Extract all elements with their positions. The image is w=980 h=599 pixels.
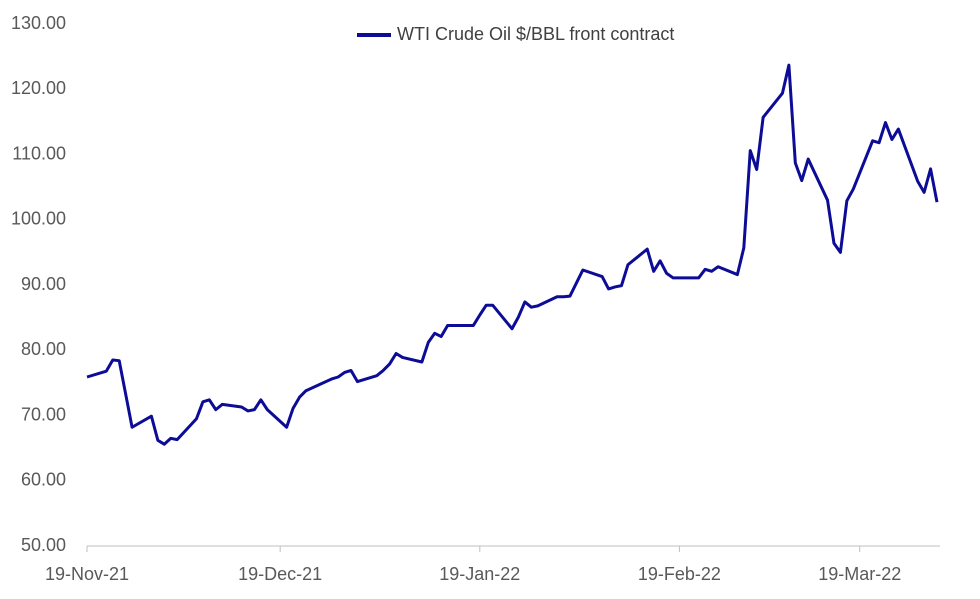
x-tick-label: 19-Nov-21 <box>45 564 129 584</box>
x-tick-label: 19-Mar-22 <box>818 564 901 584</box>
x-tick-label: 19-Feb-22 <box>638 564 721 584</box>
y-tick-label: 100.00 <box>11 209 66 229</box>
y-tick-label: 60.00 <box>21 470 66 490</box>
y-tick-label: 50.00 <box>21 535 66 555</box>
x-tick-label: 19-Dec-21 <box>238 564 322 584</box>
y-tick-label: 130.00 <box>11 13 66 33</box>
x-tick-label: 19-Jan-22 <box>439 564 520 584</box>
legend-label: WTI Crude Oil $/BBL front contract <box>397 24 674 44</box>
data-line <box>86 63 939 446</box>
y-tick-label: 90.00 <box>21 274 66 294</box>
y-tick-label: 110.00 <box>12 143 66 163</box>
y-tick-label: 120.00 <box>11 78 66 98</box>
y-tick-label: 70.00 <box>21 404 66 424</box>
y-tick-label: 80.00 <box>21 339 66 359</box>
